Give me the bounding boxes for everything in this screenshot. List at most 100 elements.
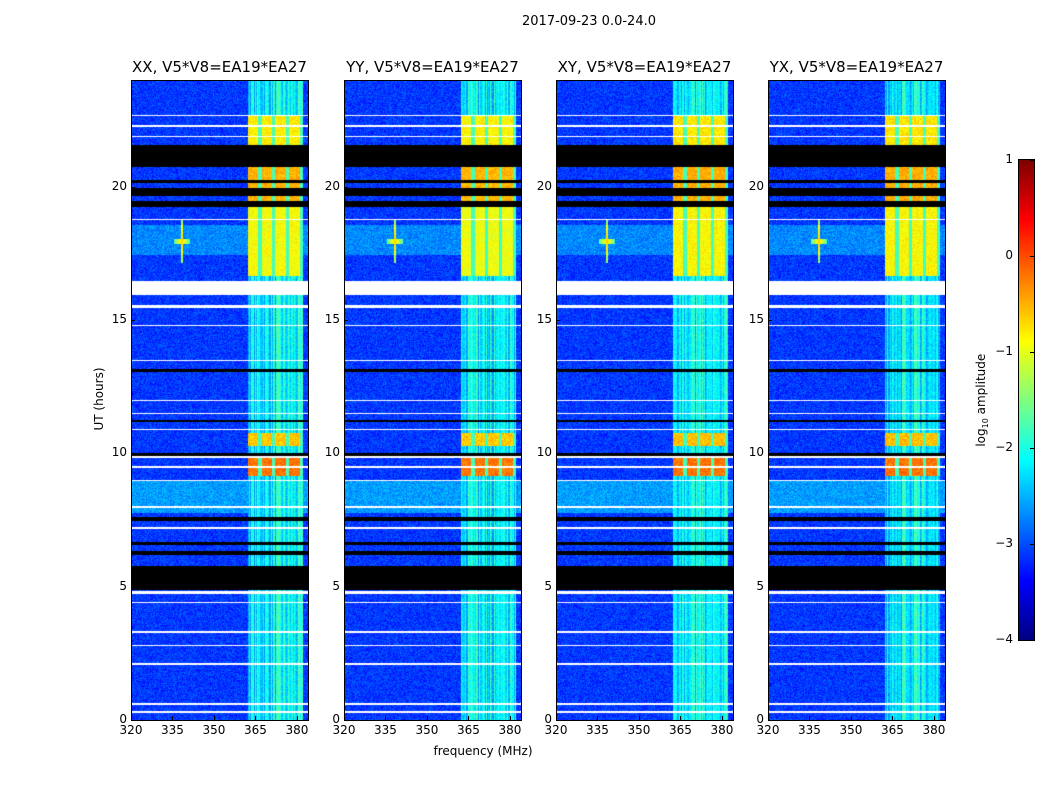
x-tick-label: 350 bbox=[415, 723, 439, 737]
x-tick-mark bbox=[556, 716, 557, 720]
y-tick-mark bbox=[344, 720, 348, 721]
x-tick-mark bbox=[344, 716, 345, 720]
y-tick-mark bbox=[556, 586, 560, 588]
colorbar-tick-label: 1 bbox=[1005, 152, 1013, 166]
colorbar-tick-mark bbox=[1030, 640, 1034, 641]
spectrogram-heatmap bbox=[132, 81, 308, 720]
y-tick-mark bbox=[768, 453, 772, 455]
panel-title: XY, V5*V8=EA19*EA27 bbox=[557, 58, 732, 76]
y-tick-label: 10 bbox=[111, 445, 127, 460]
x-tick-label: 380 bbox=[498, 723, 522, 737]
x-tick-mark bbox=[426, 716, 428, 720]
y-tick-label: 0 bbox=[544, 712, 552, 726]
y-tick-label: 10 bbox=[324, 445, 340, 460]
x-tick-label: 350 bbox=[627, 723, 651, 737]
y-tick-label: 15 bbox=[324, 312, 340, 326]
x-tick-mark bbox=[255, 716, 257, 720]
x-tick-label: 335 bbox=[586, 723, 609, 737]
colorbar-label-rest: amplitude bbox=[973, 353, 988, 419]
x-tick-label: 380 bbox=[922, 723, 946, 737]
y-tick-mark bbox=[556, 186, 560, 188]
x-tick-mark bbox=[385, 716, 387, 720]
y-tick-mark bbox=[344, 586, 348, 588]
spectrogram-heatmap bbox=[345, 81, 521, 720]
y-tick-mark bbox=[131, 453, 135, 455]
x-tick-mark bbox=[509, 716, 511, 720]
y-tick-mark bbox=[131, 320, 135, 321]
y-tick-mark bbox=[344, 320, 348, 321]
colorbar-tick-label: −4 bbox=[995, 632, 1013, 646]
x-tick-label: 350 bbox=[202, 723, 226, 737]
y-tick-label: 0 bbox=[332, 712, 340, 726]
x-tick-label: 320 bbox=[119, 723, 143, 737]
colorbar-label-sub: 10 bbox=[981, 418, 991, 429]
y-tick-label: 15 bbox=[748, 312, 764, 326]
y-tick-mark bbox=[556, 720, 560, 721]
spectrogram-panel bbox=[344, 80, 522, 721]
spectrogram-panel bbox=[131, 80, 309, 721]
y-tick-label: 20 bbox=[111, 178, 127, 193]
x-tick-label: 320 bbox=[332, 723, 356, 737]
x-tick-mark bbox=[933, 716, 935, 720]
x-axis-label: frequency (MHz) bbox=[433, 744, 533, 758]
y-tick-mark bbox=[131, 586, 135, 588]
x-tick-mark bbox=[721, 716, 723, 720]
x-tick-label: 335 bbox=[161, 723, 184, 737]
colorbar-tick-label: 0 bbox=[1005, 248, 1013, 262]
colorbar-tick-label: −3 bbox=[995, 536, 1013, 550]
y-tick-label: 20 bbox=[536, 178, 552, 193]
x-tick-mark bbox=[172, 716, 174, 720]
y-tick-mark bbox=[768, 186, 772, 188]
y-tick-mark bbox=[556, 453, 560, 455]
x-tick-mark bbox=[809, 716, 811, 720]
y-tick-mark bbox=[131, 720, 135, 721]
panel-title: XX, V5*V8=EA19*EA27 bbox=[132, 58, 307, 76]
x-tick-mark bbox=[131, 716, 132, 720]
x-tick-mark bbox=[296, 716, 298, 720]
x-tick-mark bbox=[850, 716, 852, 720]
x-tick-label: 365 bbox=[881, 723, 904, 737]
y-tick-label: 10 bbox=[536, 445, 552, 460]
spectrogram-heatmap bbox=[769, 81, 945, 720]
colorbar bbox=[1018, 159, 1035, 641]
y-tick-mark bbox=[344, 186, 348, 188]
y-tick-mark bbox=[768, 320, 772, 321]
panel-title: YY, V5*V8=EA19*EA27 bbox=[346, 58, 519, 76]
x-tick-label: 365 bbox=[457, 723, 480, 737]
colorbar-tick-label: −2 bbox=[995, 440, 1013, 454]
x-tick-label: 350 bbox=[839, 723, 863, 737]
y-tick-mark bbox=[131, 186, 135, 188]
x-tick-label: 335 bbox=[798, 723, 821, 737]
figure-title: 2017-09-23 0.0-24.0 bbox=[522, 14, 656, 29]
x-tick-mark bbox=[638, 716, 640, 720]
spectrogram-panel bbox=[768, 80, 946, 721]
colorbar-tick-mark bbox=[1030, 160, 1034, 161]
spectrogram-panel bbox=[556, 80, 734, 721]
x-tick-mark bbox=[680, 716, 682, 720]
x-tick-mark bbox=[597, 716, 599, 720]
spectrogram-heatmap bbox=[557, 81, 733, 720]
x-tick-mark bbox=[892, 716, 894, 720]
y-tick-label: 20 bbox=[748, 178, 764, 193]
x-tick-label: 365 bbox=[244, 723, 267, 737]
x-tick-label: 380 bbox=[710, 723, 734, 737]
x-tick-mark bbox=[768, 716, 769, 720]
x-tick-label: 365 bbox=[669, 723, 692, 737]
colorbar-tick-mark bbox=[1030, 448, 1034, 449]
x-tick-mark bbox=[468, 716, 470, 720]
y-tick-label: 5 bbox=[756, 578, 764, 593]
x-tick-label: 320 bbox=[544, 723, 568, 737]
y-tick-mark bbox=[768, 586, 772, 588]
y-tick-label: 0 bbox=[756, 712, 764, 726]
y-tick-label: 10 bbox=[748, 445, 764, 460]
y-tick-label: 0 bbox=[119, 712, 127, 726]
y-tick-label: 5 bbox=[332, 578, 340, 593]
y-tick-mark bbox=[344, 453, 348, 455]
colorbar-label: log10 amplitude bbox=[974, 340, 990, 460]
colorbar-tick-label: −1 bbox=[995, 344, 1013, 358]
panel-title: YX, V5*V8=EA19*EA27 bbox=[769, 58, 944, 76]
colorbar-label-main: log bbox=[973, 428, 988, 447]
y-tick-label: 5 bbox=[544, 578, 552, 593]
colorbar-tick-mark bbox=[1030, 256, 1034, 257]
